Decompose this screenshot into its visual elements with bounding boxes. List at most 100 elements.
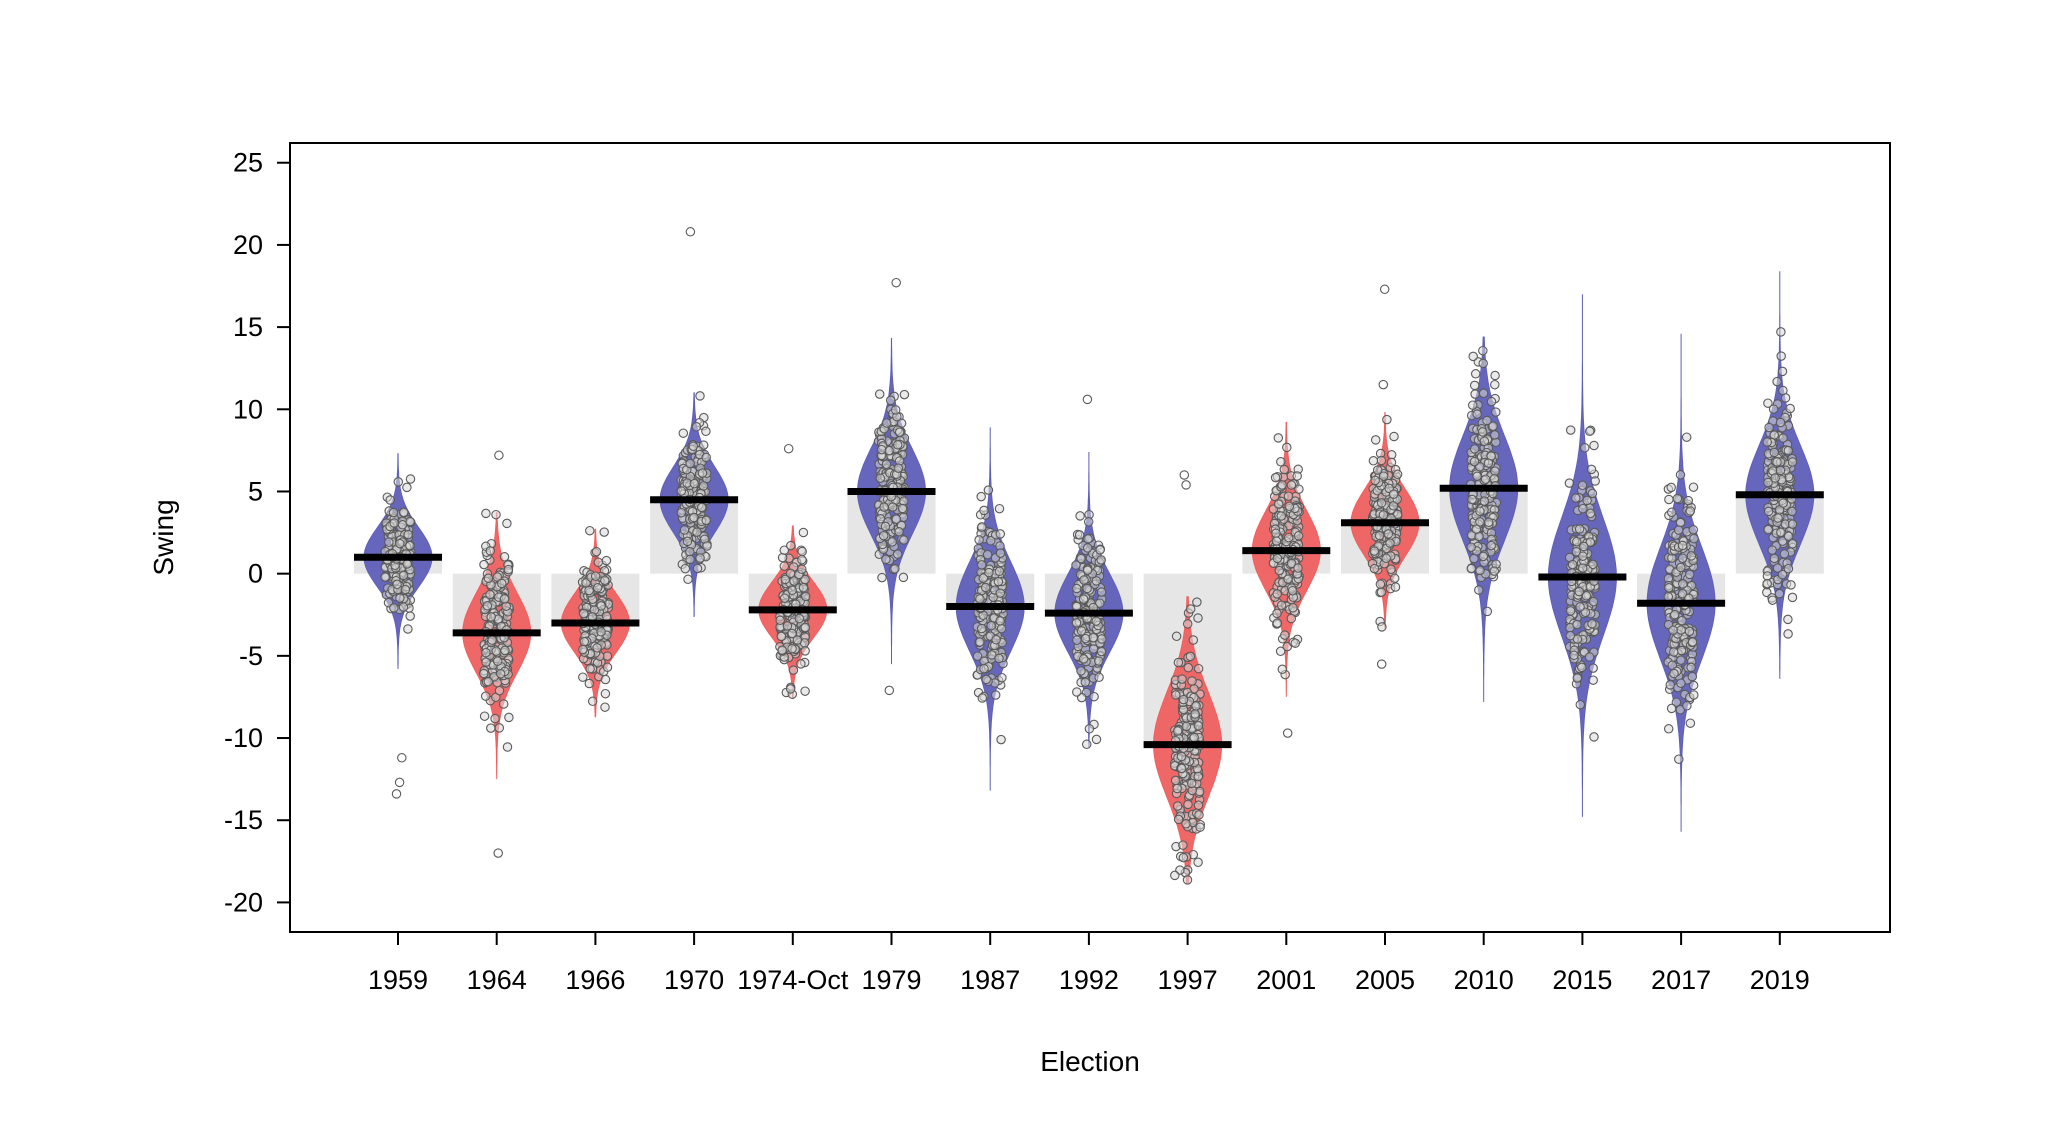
data-point — [596, 627, 606, 637]
data-point — [1669, 647, 1679, 657]
data-point — [1082, 543, 1093, 553]
data-point — [1787, 519, 1798, 529]
data-point — [1688, 525, 1699, 535]
points-2019 — [1762, 327, 1798, 639]
y-axis-title: Swing — [148, 499, 179, 575]
data-point — [480, 691, 491, 701]
outlier-point — [1082, 394, 1093, 405]
data-point — [1083, 517, 1094, 527]
data-point — [585, 525, 595, 536]
data-point — [1587, 619, 1597, 629]
data-point — [1783, 614, 1793, 625]
data-point — [1477, 427, 1488, 437]
data-point — [1574, 586, 1584, 597]
data-point — [1170, 775, 1181, 786]
data-point — [1483, 517, 1494, 528]
data-point — [1467, 400, 1478, 410]
x-tick-label-2017: 2017 — [1651, 965, 1711, 995]
data-point — [1490, 370, 1500, 381]
data-point — [695, 553, 705, 563]
data-point — [1685, 718, 1696, 728]
data-point — [990, 690, 1001, 700]
data-point — [1571, 493, 1581, 503]
data-point — [1787, 592, 1798, 603]
data-point — [1172, 726, 1183, 736]
data-point — [395, 593, 405, 603]
data-point — [1173, 657, 1184, 668]
data-point — [800, 646, 810, 656]
data-point — [1564, 478, 1575, 488]
data-point — [1286, 558, 1297, 569]
data-point — [879, 502, 889, 512]
x-tick-label-2015: 2015 — [1552, 965, 1612, 995]
data-point — [875, 473, 886, 483]
data-point — [1469, 553, 1479, 564]
data-point — [787, 643, 797, 654]
data-point — [1193, 613, 1203, 623]
y-tick-label: 10 — [233, 394, 263, 424]
data-point — [1674, 754, 1684, 764]
data-point — [1767, 595, 1778, 605]
data-point — [1076, 666, 1086, 676]
data-point — [395, 538, 405, 549]
data-point — [995, 616, 1005, 626]
data-point — [890, 405, 901, 415]
data-point — [1491, 407, 1501, 417]
data-point — [403, 529, 413, 540]
data-point — [692, 563, 703, 574]
data-point — [1480, 474, 1491, 484]
y-tick-label: 0 — [248, 559, 263, 589]
data-point — [697, 468, 708, 478]
data-point — [1471, 524, 1482, 534]
data-point — [1193, 663, 1204, 674]
data-point — [1779, 549, 1790, 559]
x-tick-label-1959: 1959 — [368, 965, 428, 995]
data-point — [698, 481, 709, 491]
outlier-point — [783, 443, 794, 454]
data-point — [578, 644, 588, 655]
data-point — [797, 546, 807, 557]
data-point — [892, 549, 903, 559]
data-point — [796, 659, 806, 669]
data-point — [899, 389, 910, 400]
data-point — [1286, 613, 1297, 624]
data-point — [1172, 783, 1182, 794]
data-point — [1082, 583, 1092, 594]
data-point — [788, 665, 799, 675]
data-point — [1676, 645, 1687, 656]
data-point — [1389, 573, 1400, 584]
outlier-point — [1376, 659, 1387, 669]
data-point — [1486, 540, 1496, 551]
data-point — [887, 537, 897, 547]
data-point — [1577, 480, 1588, 491]
data-point — [887, 502, 898, 512]
data-point — [1677, 553, 1688, 564]
y-tick-label: -10 — [224, 723, 263, 753]
outlier-point — [1282, 728, 1293, 738]
data-point — [491, 509, 501, 520]
points-1964 — [479, 450, 514, 858]
data-point — [1763, 524, 1773, 535]
data-point — [1072, 635, 1082, 645]
data-point — [1683, 495, 1694, 506]
data-point — [1479, 496, 1490, 506]
data-point — [1466, 563, 1477, 574]
data-point — [1270, 472, 1281, 483]
data-point — [1668, 625, 1678, 635]
data-point — [1091, 576, 1102, 586]
data-point — [797, 564, 807, 575]
data-point — [691, 422, 702, 432]
data-point — [486, 612, 496, 622]
data-point — [899, 535, 909, 545]
data-point — [1775, 465, 1786, 476]
data-point — [1096, 587, 1107, 597]
data-point — [785, 568, 796, 579]
data-point — [984, 567, 994, 578]
points-2010 — [1466, 345, 1502, 617]
outlier-point — [1378, 379, 1389, 390]
data-point — [492, 572, 503, 582]
data-point — [592, 643, 602, 653]
data-point — [1293, 563, 1303, 573]
data-point — [1472, 471, 1482, 482]
